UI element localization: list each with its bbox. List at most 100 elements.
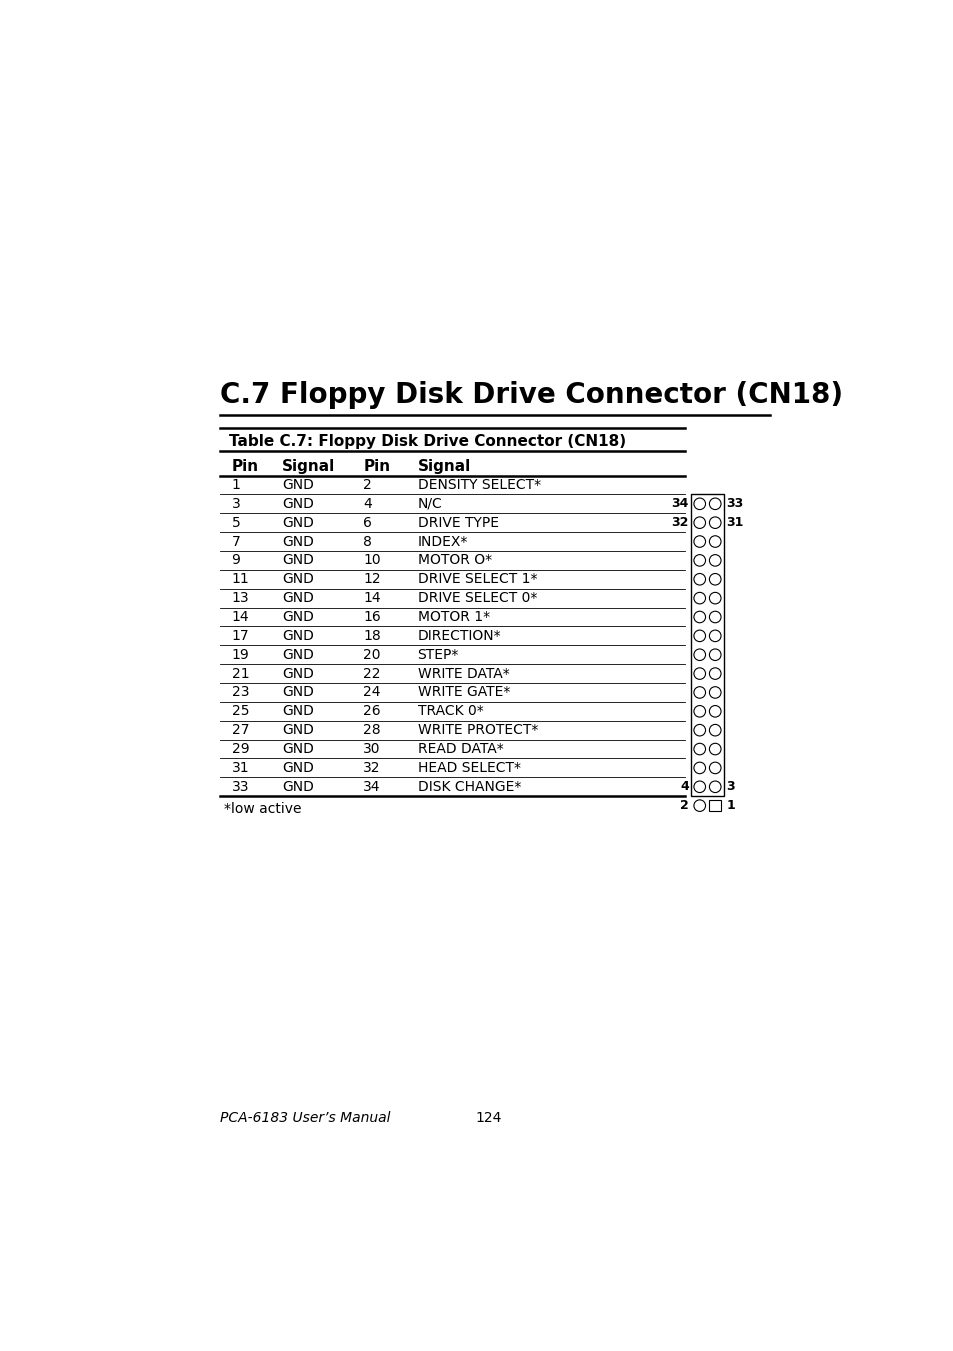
- Circle shape: [693, 686, 705, 698]
- Circle shape: [693, 573, 705, 585]
- Text: GND: GND: [282, 647, 314, 662]
- Text: 33: 33: [725, 497, 742, 511]
- Text: 31: 31: [232, 761, 249, 775]
- Text: 14: 14: [232, 611, 249, 624]
- Text: 29: 29: [232, 742, 249, 757]
- Text: 25: 25: [232, 704, 249, 719]
- Text: 27: 27: [232, 723, 249, 738]
- Circle shape: [693, 630, 705, 642]
- Text: 24: 24: [363, 685, 380, 700]
- Circle shape: [693, 648, 705, 661]
- Circle shape: [693, 592, 705, 604]
- Circle shape: [709, 781, 720, 793]
- Text: 3: 3: [725, 781, 734, 793]
- Text: DRIVE TYPE: DRIVE TYPE: [417, 516, 498, 530]
- Text: Signal: Signal: [417, 458, 471, 474]
- Bar: [709, 800, 720, 812]
- Circle shape: [709, 743, 720, 755]
- Text: 32: 32: [671, 516, 688, 530]
- Text: N/C: N/C: [417, 497, 442, 511]
- Text: 32: 32: [363, 761, 380, 775]
- Text: GND: GND: [282, 704, 314, 719]
- Text: 4: 4: [679, 781, 688, 793]
- Text: WRITE DATA*: WRITE DATA*: [417, 666, 509, 681]
- Text: GND: GND: [282, 516, 314, 530]
- Text: GND: GND: [282, 573, 314, 586]
- Text: 14: 14: [363, 592, 380, 605]
- Text: 18: 18: [363, 628, 381, 643]
- Text: GND: GND: [282, 554, 314, 567]
- Text: INDEX*: INDEX*: [417, 535, 468, 549]
- Text: 19: 19: [232, 647, 249, 662]
- Text: GND: GND: [282, 666, 314, 681]
- Circle shape: [709, 611, 720, 623]
- Text: WRITE GATE*: WRITE GATE*: [417, 685, 510, 700]
- Circle shape: [709, 686, 720, 698]
- Text: STEP*: STEP*: [417, 647, 458, 662]
- Text: *low active: *low active: [224, 802, 301, 816]
- Text: GND: GND: [282, 592, 314, 605]
- Circle shape: [693, 667, 705, 680]
- Circle shape: [693, 611, 705, 623]
- Circle shape: [709, 705, 720, 717]
- Text: 23: 23: [232, 685, 249, 700]
- Text: GND: GND: [282, 723, 314, 738]
- Text: 20: 20: [363, 647, 380, 662]
- Text: 9: 9: [232, 554, 240, 567]
- Circle shape: [693, 743, 705, 755]
- Text: GND: GND: [282, 478, 314, 492]
- Circle shape: [693, 781, 705, 793]
- Text: Pin: Pin: [363, 458, 390, 474]
- Circle shape: [693, 724, 705, 736]
- Text: Table C.7: Floppy Disk Drive Connector (CN18): Table C.7: Floppy Disk Drive Connector (…: [229, 434, 626, 449]
- Text: Signal: Signal: [282, 458, 335, 474]
- Text: 33: 33: [232, 780, 249, 794]
- Text: 34: 34: [671, 497, 688, 511]
- Circle shape: [693, 499, 705, 509]
- Text: 1: 1: [725, 800, 734, 812]
- Text: 31: 31: [725, 516, 742, 530]
- Text: HEAD SELECT*: HEAD SELECT*: [417, 761, 520, 775]
- Text: GND: GND: [282, 780, 314, 794]
- Text: GND: GND: [282, 497, 314, 511]
- Text: DIRECTION*: DIRECTION*: [417, 628, 500, 643]
- Text: WRITE PROTECT*: WRITE PROTECT*: [417, 723, 537, 738]
- Text: GND: GND: [282, 742, 314, 757]
- Circle shape: [693, 800, 705, 812]
- Text: Pin: Pin: [232, 458, 258, 474]
- Text: 16: 16: [363, 611, 381, 624]
- Text: 12: 12: [363, 573, 380, 586]
- Circle shape: [709, 573, 720, 585]
- Text: READ DATA*: READ DATA*: [417, 742, 503, 757]
- Text: GND: GND: [282, 611, 314, 624]
- Bar: [691, 494, 723, 796]
- Text: 21: 21: [232, 666, 249, 681]
- Circle shape: [693, 517, 705, 528]
- Circle shape: [709, 648, 720, 661]
- Text: GND: GND: [282, 535, 314, 549]
- Text: 1: 1: [232, 478, 240, 492]
- Text: 10: 10: [363, 554, 380, 567]
- Text: 7: 7: [232, 535, 240, 549]
- Text: 5: 5: [232, 516, 240, 530]
- Circle shape: [709, 517, 720, 528]
- Text: DENSITY SELECT*: DENSITY SELECT*: [417, 478, 540, 492]
- Circle shape: [709, 630, 720, 642]
- Circle shape: [693, 705, 705, 717]
- Text: 34: 34: [363, 780, 380, 794]
- Text: 26: 26: [363, 704, 380, 719]
- Text: 11: 11: [232, 573, 249, 586]
- Circle shape: [709, 592, 720, 604]
- Circle shape: [709, 555, 720, 566]
- Text: 17: 17: [232, 628, 249, 643]
- Text: 13: 13: [232, 592, 249, 605]
- Text: 3: 3: [232, 497, 240, 511]
- Text: 2: 2: [363, 478, 372, 492]
- Circle shape: [693, 762, 705, 774]
- Text: GND: GND: [282, 685, 314, 700]
- Circle shape: [709, 536, 720, 547]
- Circle shape: [693, 536, 705, 547]
- Text: 22: 22: [363, 666, 380, 681]
- Circle shape: [709, 762, 720, 774]
- Text: GND: GND: [282, 761, 314, 775]
